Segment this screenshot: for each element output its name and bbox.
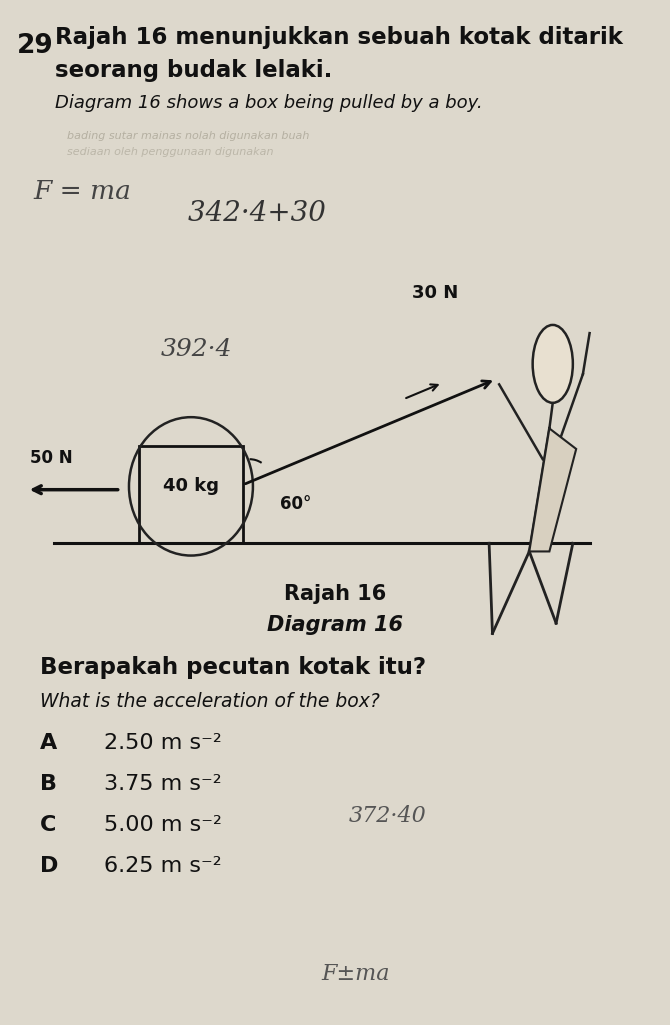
Text: 40 kg: 40 kg bbox=[163, 478, 219, 495]
Text: F±ma: F±ma bbox=[322, 964, 390, 985]
Text: Berapakah pecutan kotak itu?: Berapakah pecutan kotak itu? bbox=[40, 656, 426, 679]
Text: 6.25 m s⁻²: 6.25 m s⁻² bbox=[104, 856, 222, 876]
Text: What is the acceleration of the box?: What is the acceleration of the box? bbox=[40, 692, 380, 711]
Ellipse shape bbox=[533, 325, 573, 403]
Text: 5.00 m s⁻²: 5.00 m s⁻² bbox=[104, 815, 222, 835]
Text: Rajah 16 menunjukkan sebuah kotak ditarik: Rajah 16 menunjukkan sebuah kotak ditari… bbox=[55, 26, 623, 48]
Text: A: A bbox=[40, 733, 58, 753]
Text: Diagram 16: Diagram 16 bbox=[267, 615, 403, 636]
Text: D: D bbox=[40, 856, 58, 876]
Text: 29: 29 bbox=[17, 33, 54, 58]
Text: C: C bbox=[40, 815, 56, 835]
Text: sediaan oleh penggunaan digunakan: sediaan oleh penggunaan digunakan bbox=[67, 147, 273, 157]
Text: 30 N: 30 N bbox=[412, 284, 459, 302]
Text: seorang budak lelaki.: seorang budak lelaki. bbox=[55, 59, 332, 82]
Text: F = ma: F = ma bbox=[34, 179, 131, 204]
Text: 392·4: 392·4 bbox=[161, 338, 232, 361]
Text: Diagram 16 shows a box being pulled by a boy.: Diagram 16 shows a box being pulled by a… bbox=[55, 94, 482, 113]
Text: 342·4​+30: 342·4​+30 bbox=[188, 200, 326, 227]
Text: 372·40: 372·40 bbox=[348, 805, 426, 826]
Text: B: B bbox=[40, 774, 57, 794]
Text: 60°: 60° bbox=[279, 495, 311, 514]
Text: bading sutar mainas nolah digunakan buah: bading sutar mainas nolah digunakan buah bbox=[67, 131, 310, 141]
Polygon shape bbox=[529, 428, 576, 551]
Text: 3.75 m s⁻²: 3.75 m s⁻² bbox=[104, 774, 222, 794]
Text: Rajah 16: Rajah 16 bbox=[284, 584, 386, 605]
Text: 2.50 m s⁻²: 2.50 m s⁻² bbox=[104, 733, 222, 753]
Text: 50 N: 50 N bbox=[30, 449, 73, 467]
